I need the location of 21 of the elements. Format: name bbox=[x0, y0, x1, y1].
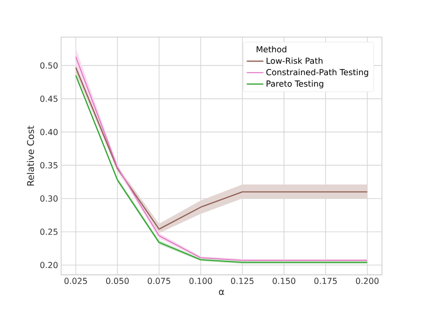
x-tick-label: 0.075 bbox=[148, 278, 170, 284]
x-tick-label: 0.175 bbox=[314, 278, 337, 284]
legend-title: Method bbox=[256, 46, 286, 52]
y-tick-label: 0.20 bbox=[40, 262, 58, 268]
x-tick-label: 0.025 bbox=[64, 278, 87, 284]
x-tick-label: 0.125 bbox=[231, 278, 254, 284]
legend-label: Constrained-Path Testing bbox=[266, 68, 368, 77]
y-tick-label: 0.50 bbox=[40, 62, 58, 69]
x-tick-label: 0.150 bbox=[272, 278, 296, 284]
y-tick-label: 0.35 bbox=[40, 162, 58, 168]
x-tick-label: 0.200 bbox=[356, 278, 379, 284]
y-tick-label: 0.45 bbox=[40, 96, 58, 102]
y-tick-label: 0.30 bbox=[40, 195, 58, 202]
legend-label: Low-Risk Path bbox=[266, 57, 322, 64]
x-tick-label: 0.050 bbox=[106, 278, 129, 284]
y-axis-title: Relative Cost bbox=[26, 126, 34, 186]
legend-label: Pareto Testing bbox=[266, 80, 324, 88]
y-tick-label: 0.25 bbox=[40, 228, 58, 235]
y-tick-label: 0.40 bbox=[40, 128, 58, 136]
x-tick-label: 0.100 bbox=[189, 278, 212, 284]
x-axis-title: α bbox=[218, 290, 224, 296]
